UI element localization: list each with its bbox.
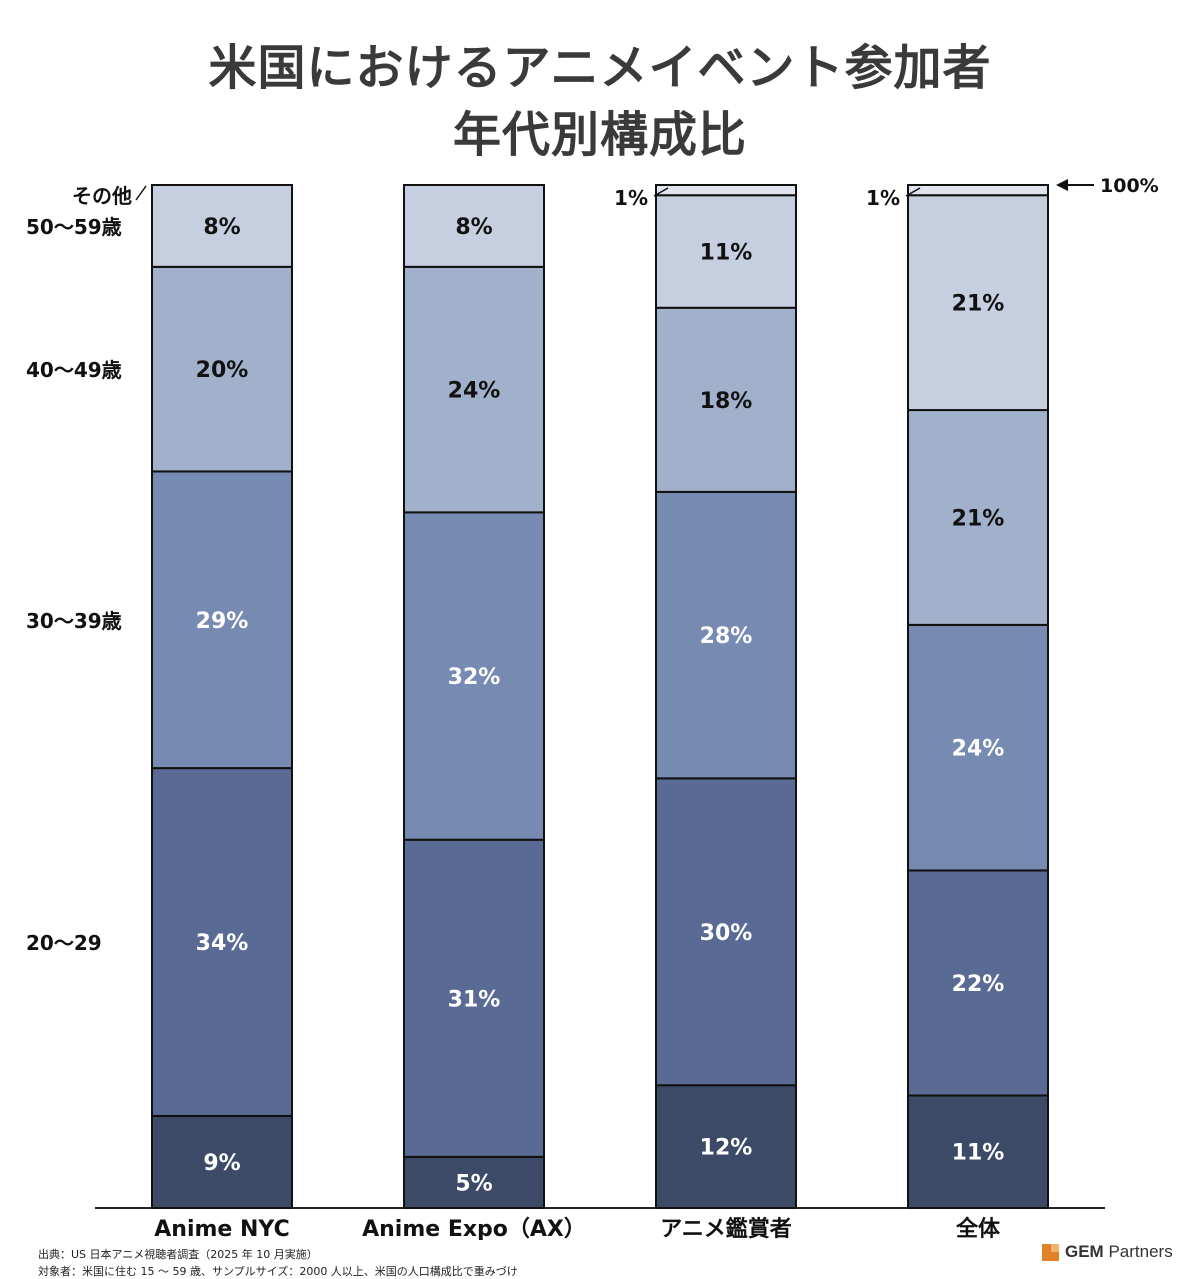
bar-segment-4-5 — [907, 194, 1049, 412]
bar-segment-2-2 — [403, 838, 545, 1158]
bar-segment-3-1 — [655, 1084, 797, 1209]
bar-segment-4-6 — [907, 184, 1049, 197]
category-label-4: 全体 — [955, 1216, 1001, 1240]
bar-segment-3-6 — [655, 184, 797, 197]
chart-title-line1: 米国におけるアニメイベント参加者 — [208, 40, 992, 96]
value-label-4-4: 21% — [952, 506, 1005, 531]
other-leader-line-left — [135, 185, 147, 201]
value-label-3-2: 30% — [700, 921, 753, 946]
segment-label-50s: 50〜59歳 — [26, 215, 122, 239]
bar-segment-4-2 — [907, 869, 1049, 1097]
bar-segment-3-3 — [655, 490, 797, 780]
value-label-2-4: 24% — [448, 379, 501, 404]
value-label-3-5: 11% — [700, 240, 753, 265]
bar-segment-1-3 — [151, 470, 293, 770]
value-label-4-1: 11% — [952, 1141, 1005, 1166]
bar-segment-3-5 — [655, 194, 797, 309]
category-label-2: Anime Expo（AX） — [362, 1217, 586, 1240]
hundred-percent-arrowhead-icon — [1056, 179, 1068, 191]
segment-label-30s: 30〜39歳 — [26, 609, 122, 633]
bar-segment-2-3 — [403, 511, 545, 841]
value-label-3-3: 28% — [700, 624, 753, 649]
other-value-label-3: 1% — [614, 186, 648, 210]
bar-segment-1-2 — [151, 767, 293, 1117]
stacked-bar-chart: 9% 34% 29% 20% 8% Anime NYC 5% 31% 32% 24% 8% Anime… — [26, 175, 1159, 1240]
gem-partners-logo: GEM Partners — [1042, 1242, 1173, 1262]
value-label-1-3: 29% — [196, 609, 249, 634]
logo-text-bold: GEM — [1065, 1242, 1104, 1261]
category-label-3: アニメ鑑賞者 — [660, 1216, 792, 1240]
sample-note: 対象者：米国に住む 15 〜 59 歳、サンプルサイズ：2000 人以上、米国の… — [38, 1265, 518, 1278]
value-label-3-4: 18% — [700, 389, 753, 414]
value-label-4-3: 24% — [952, 737, 1005, 762]
logo-mark-icon — [1042, 1243, 1059, 1261]
bar-segment-1-5 — [151, 184, 293, 268]
bar-segment-1-1 — [151, 1114, 293, 1210]
value-label-1-4: 20% — [196, 358, 249, 383]
source-note: 出典：US 日本アニメ視聴者調査（2025 年 10 月実施） — [38, 1248, 318, 1261]
value-label-1-1: 9% — [203, 1151, 240, 1176]
bar-segment-3-2 — [655, 777, 797, 1087]
value-label-2-3: 32% — [448, 665, 501, 690]
value-label-2-5: 8% — [455, 215, 492, 240]
bar-segment-2-4 — [403, 265, 545, 514]
value-label-1-5: 8% — [203, 215, 240, 240]
hundred-percent-label: 100% — [1100, 175, 1159, 197]
value-label-1-2: 34% — [196, 931, 249, 956]
bar-segment-2-1 — [403, 1155, 545, 1209]
logo-text-rest: Partners — [1103, 1242, 1173, 1261]
segment-label-40s: 40〜49歳 — [26, 358, 122, 382]
bar-segment-3-4 — [655, 306, 797, 493]
chart-title-line2: 年代別構成比 — [452, 107, 747, 163]
value-label-2-2: 31% — [448, 987, 501, 1012]
other-leader-line-3 — [653, 187, 669, 197]
segment-label-other: その他 — [72, 184, 132, 208]
other-value-label-4: 1% — [866, 186, 900, 210]
value-label-4-5: 21% — [952, 292, 1005, 317]
bar-segment-4-3 — [907, 623, 1049, 872]
category-label-1: Anime NYC — [154, 1217, 289, 1240]
value-label-2-1: 5% — [455, 1171, 492, 1196]
value-label-4-2: 22% — [952, 972, 1005, 997]
bar-segment-1-4 — [151, 265, 293, 473]
bar-segment-4-4 — [907, 409, 1049, 626]
other-leader-line-4 — [905, 187, 921, 197]
bar-segment-2-5 — [403, 184, 545, 268]
value-label-3-1: 12% — [700, 1136, 753, 1161]
segment-label-20s: 20〜29 — [26, 931, 102, 955]
